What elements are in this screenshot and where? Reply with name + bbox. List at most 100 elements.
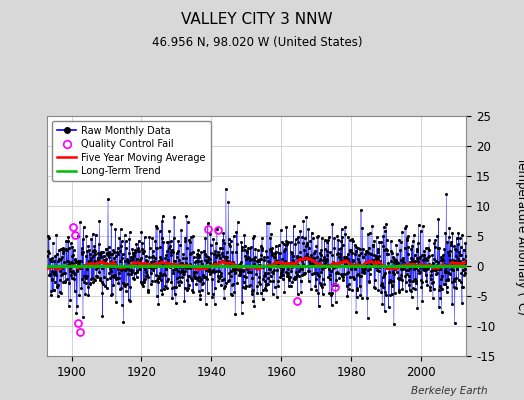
Point: [420, 248, 429, 254]
Point: [459, 266, 467, 273]
Point: [64, 303, 73, 310]
Point: [248, 291, 256, 298]
Point: [278, 256, 286, 263]
Point: [105, 270, 114, 276]
Point: [295, 255, 303, 262]
Point: [340, 257, 348, 264]
Point: [460, 272, 468, 278]
Point: [396, 275, 404, 282]
Point: [230, 233, 238, 239]
Point: [220, 295, 228, 301]
Point: [366, 266, 375, 272]
Point: [435, 304, 443, 310]
Point: [383, 250, 391, 257]
Point: [50, 258, 59, 265]
Point: [196, 296, 204, 302]
Point: [150, 263, 158, 270]
Point: [419, 257, 427, 263]
Point: [394, 275, 402, 281]
Point: [225, 262, 234, 268]
Point: [220, 275, 228, 282]
Point: [176, 269, 184, 275]
Point: [239, 284, 247, 290]
Point: [185, 250, 194, 257]
Point: [202, 252, 210, 259]
Point: [305, 268, 314, 274]
Point: [237, 267, 245, 273]
Point: [433, 233, 441, 240]
Point: [110, 255, 118, 262]
Point: [430, 244, 439, 251]
Point: [119, 319, 128, 325]
Point: [118, 280, 127, 286]
Point: [314, 272, 322, 278]
Point: [173, 275, 181, 281]
Point: [131, 249, 139, 255]
Point: [46, 271, 54, 277]
Point: [373, 267, 381, 274]
Point: [332, 270, 340, 276]
Point: [195, 273, 203, 280]
Point: [425, 252, 433, 259]
Point: [460, 246, 468, 253]
Point: [62, 263, 71, 269]
Point: [195, 278, 204, 284]
Point: [220, 285, 228, 291]
Point: [55, 257, 63, 264]
Point: [74, 258, 83, 264]
Point: [95, 251, 104, 258]
Point: [115, 258, 124, 264]
Point: [387, 291, 396, 297]
Point: [183, 264, 191, 271]
Point: [119, 266, 127, 272]
Point: [449, 257, 457, 264]
Point: [276, 250, 284, 256]
Point: [104, 196, 112, 202]
Point: [134, 245, 142, 252]
Point: [148, 253, 156, 260]
Point: [324, 237, 332, 244]
Point: [113, 262, 122, 269]
Point: [314, 290, 323, 296]
Point: [374, 246, 382, 252]
Point: [221, 258, 230, 264]
Point: [58, 254, 66, 260]
Point: [430, 286, 438, 292]
Point: [299, 218, 308, 224]
Point: [348, 238, 357, 245]
Point: [190, 270, 199, 276]
Point: [272, 256, 280, 263]
Point: [122, 245, 130, 251]
Point: [462, 252, 470, 259]
Point: [375, 253, 383, 259]
Point: [226, 242, 234, 249]
Point: [304, 245, 313, 252]
Point: [179, 251, 187, 257]
Point: [176, 278, 184, 284]
Point: [365, 278, 374, 284]
Point: [189, 254, 198, 261]
Point: [127, 263, 136, 269]
Point: [337, 270, 345, 277]
Point: [343, 292, 352, 299]
Point: [51, 269, 60, 276]
Point: [450, 283, 458, 290]
Point: [151, 244, 160, 251]
Point: [307, 260, 315, 267]
Point: [86, 281, 94, 287]
Point: [100, 258, 108, 264]
Point: [51, 252, 59, 259]
Point: [257, 256, 266, 262]
Point: [264, 274, 272, 281]
Point: [279, 266, 287, 272]
Point: [395, 289, 403, 296]
Point: [89, 230, 97, 237]
Point: [79, 224, 88, 230]
Point: [427, 276, 435, 282]
Point: [277, 272, 285, 278]
Point: [452, 285, 461, 291]
Point: [231, 310, 239, 317]
Point: [181, 238, 189, 244]
Point: [244, 268, 252, 275]
Point: [405, 282, 413, 288]
